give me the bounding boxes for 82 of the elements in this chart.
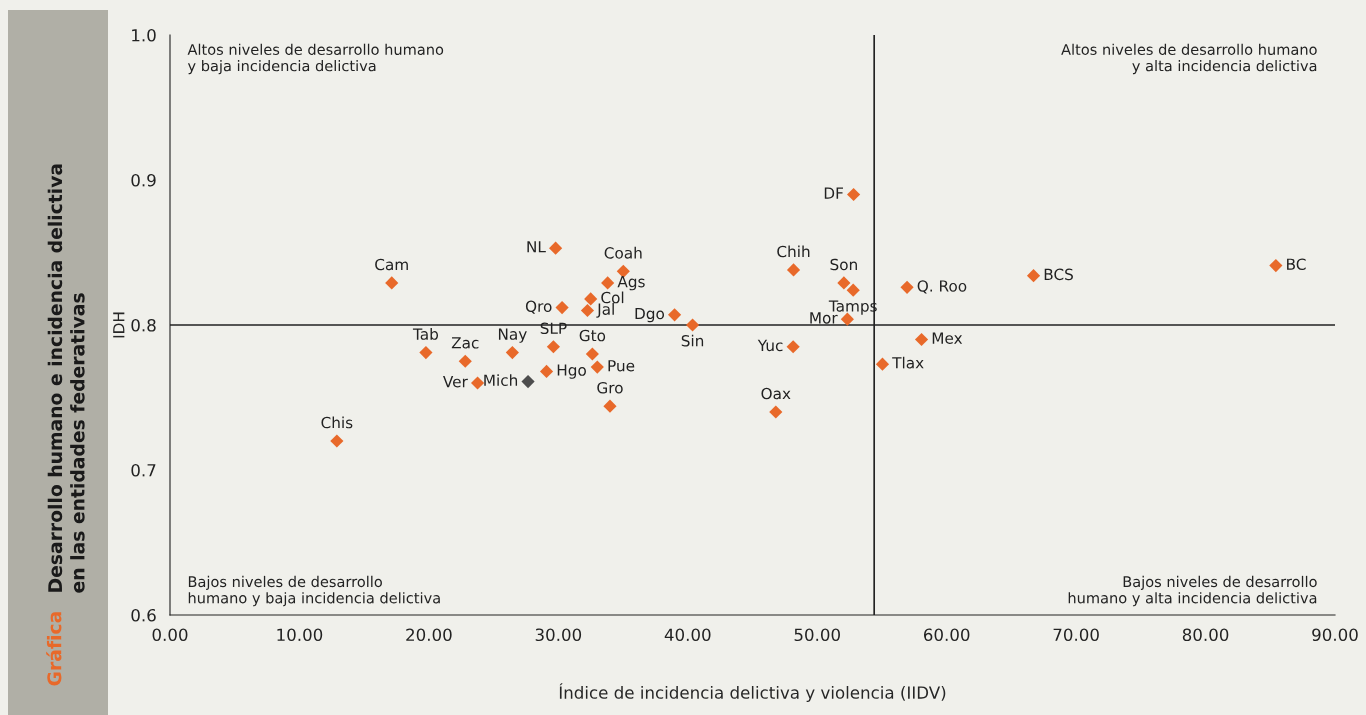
point (1026, 269, 1041, 283)
annotation: Coah (604, 246, 642, 259)
annotation: Bajos niveles de desarrollo humano y baja incidencia delictiva (188, 575, 440, 607)
annotation: Pue (608, 360, 635, 372)
point (470, 376, 485, 390)
point (521, 374, 535, 389)
annotation: Hgo (557, 364, 586, 379)
point (603, 399, 617, 413)
point (419, 345, 433, 360)
y-tick-label: 0.6 (131, 608, 156, 622)
annotation: Q. Roo (917, 280, 967, 294)
x-tick-label: 70.00 (1053, 628, 1099, 642)
point (875, 357, 890, 371)
annotation: Dgo (635, 307, 665, 323)
point (769, 405, 783, 419)
point (847, 187, 861, 202)
point (585, 347, 599, 361)
annotation: Son (830, 258, 857, 271)
x-tick-label: 60.00 (923, 628, 970, 642)
text: Gráfica (46, 612, 62, 686)
point (505, 345, 519, 360)
annotation: Oax (761, 387, 791, 400)
annotation: Col (601, 291, 624, 304)
point (580, 303, 595, 318)
point (1269, 258, 1283, 273)
y-axis-title: IDH (113, 312, 125, 338)
point (837, 276, 851, 290)
annotation: BC (1287, 258, 1306, 270)
annotation: Bajos niveles de desarrollo humano y alta incidencia delictiva (1068, 575, 1317, 607)
annotation: Gro (597, 381, 623, 394)
x-tick-label: 10.00 (277, 628, 323, 642)
point (458, 354, 472, 368)
annotation: Ags (617, 276, 645, 291)
point (590, 360, 604, 374)
annotation: Chih (777, 245, 810, 258)
annotation: DF (824, 187, 843, 199)
x-tick-label: 0.00 (152, 628, 188, 642)
x-tick-label: 20.00 (406, 628, 452, 642)
text: Desarrollo humano e incidencia delictiva en las entidades federativas (47, 164, 85, 593)
y-tick-label: 0.7 (131, 463, 156, 477)
x-tick-label: 50.00 (794, 628, 840, 642)
point (601, 276, 615, 290)
x-tick-label: 90.00 (1312, 628, 1358, 642)
annotation: Chis (321, 416, 353, 429)
point (385, 276, 399, 290)
point (546, 340, 560, 354)
point (539, 364, 554, 378)
annotation: Tlax (892, 356, 924, 369)
annotation: Zac (451, 337, 479, 349)
annotation: Cam (375, 258, 408, 271)
x-axis-title: Índice de incidencia delictiva y violencia (IIDV) (559, 683, 946, 703)
x-tick-label: 40.00 (664, 628, 711, 642)
point (555, 301, 569, 315)
x-tick-label: 80.00 (1182, 628, 1229, 642)
annotation: Altos niveles de desarrollo humano y baja incidencia delictiva (187, 43, 444, 75)
annotation: Sin (681, 334, 704, 347)
annotation: Altos niveles de desarrollo humano y alta incidencia delictiva (1061, 43, 1317, 75)
x-tick-label: 30.00 (535, 628, 582, 642)
annotation: Tab (412, 328, 439, 340)
annotation: Nay (498, 328, 527, 343)
point (786, 340, 800, 354)
annotation: BCS (1044, 268, 1073, 281)
y-tick-label: 0.9 (131, 173, 156, 187)
point (786, 263, 801, 277)
annotation: Yuc (757, 339, 783, 352)
annotation: Ver (443, 376, 468, 388)
point (584, 292, 598, 306)
point (914, 332, 929, 347)
point (330, 434, 344, 448)
point (900, 280, 914, 294)
annotation: NL (527, 241, 546, 253)
annotation: Qro (525, 300, 552, 314)
point (549, 241, 563, 255)
point (846, 283, 860, 297)
y-tick-label: 1.0 (132, 28, 156, 42)
annotation: Mich (484, 374, 518, 386)
annotation: Gto (579, 329, 606, 342)
y-tick-label: 0.8 (131, 318, 156, 332)
annotation: Mex (932, 332, 963, 344)
annotation: Jal (596, 303, 614, 318)
point (667, 308, 682, 322)
point (685, 318, 700, 332)
